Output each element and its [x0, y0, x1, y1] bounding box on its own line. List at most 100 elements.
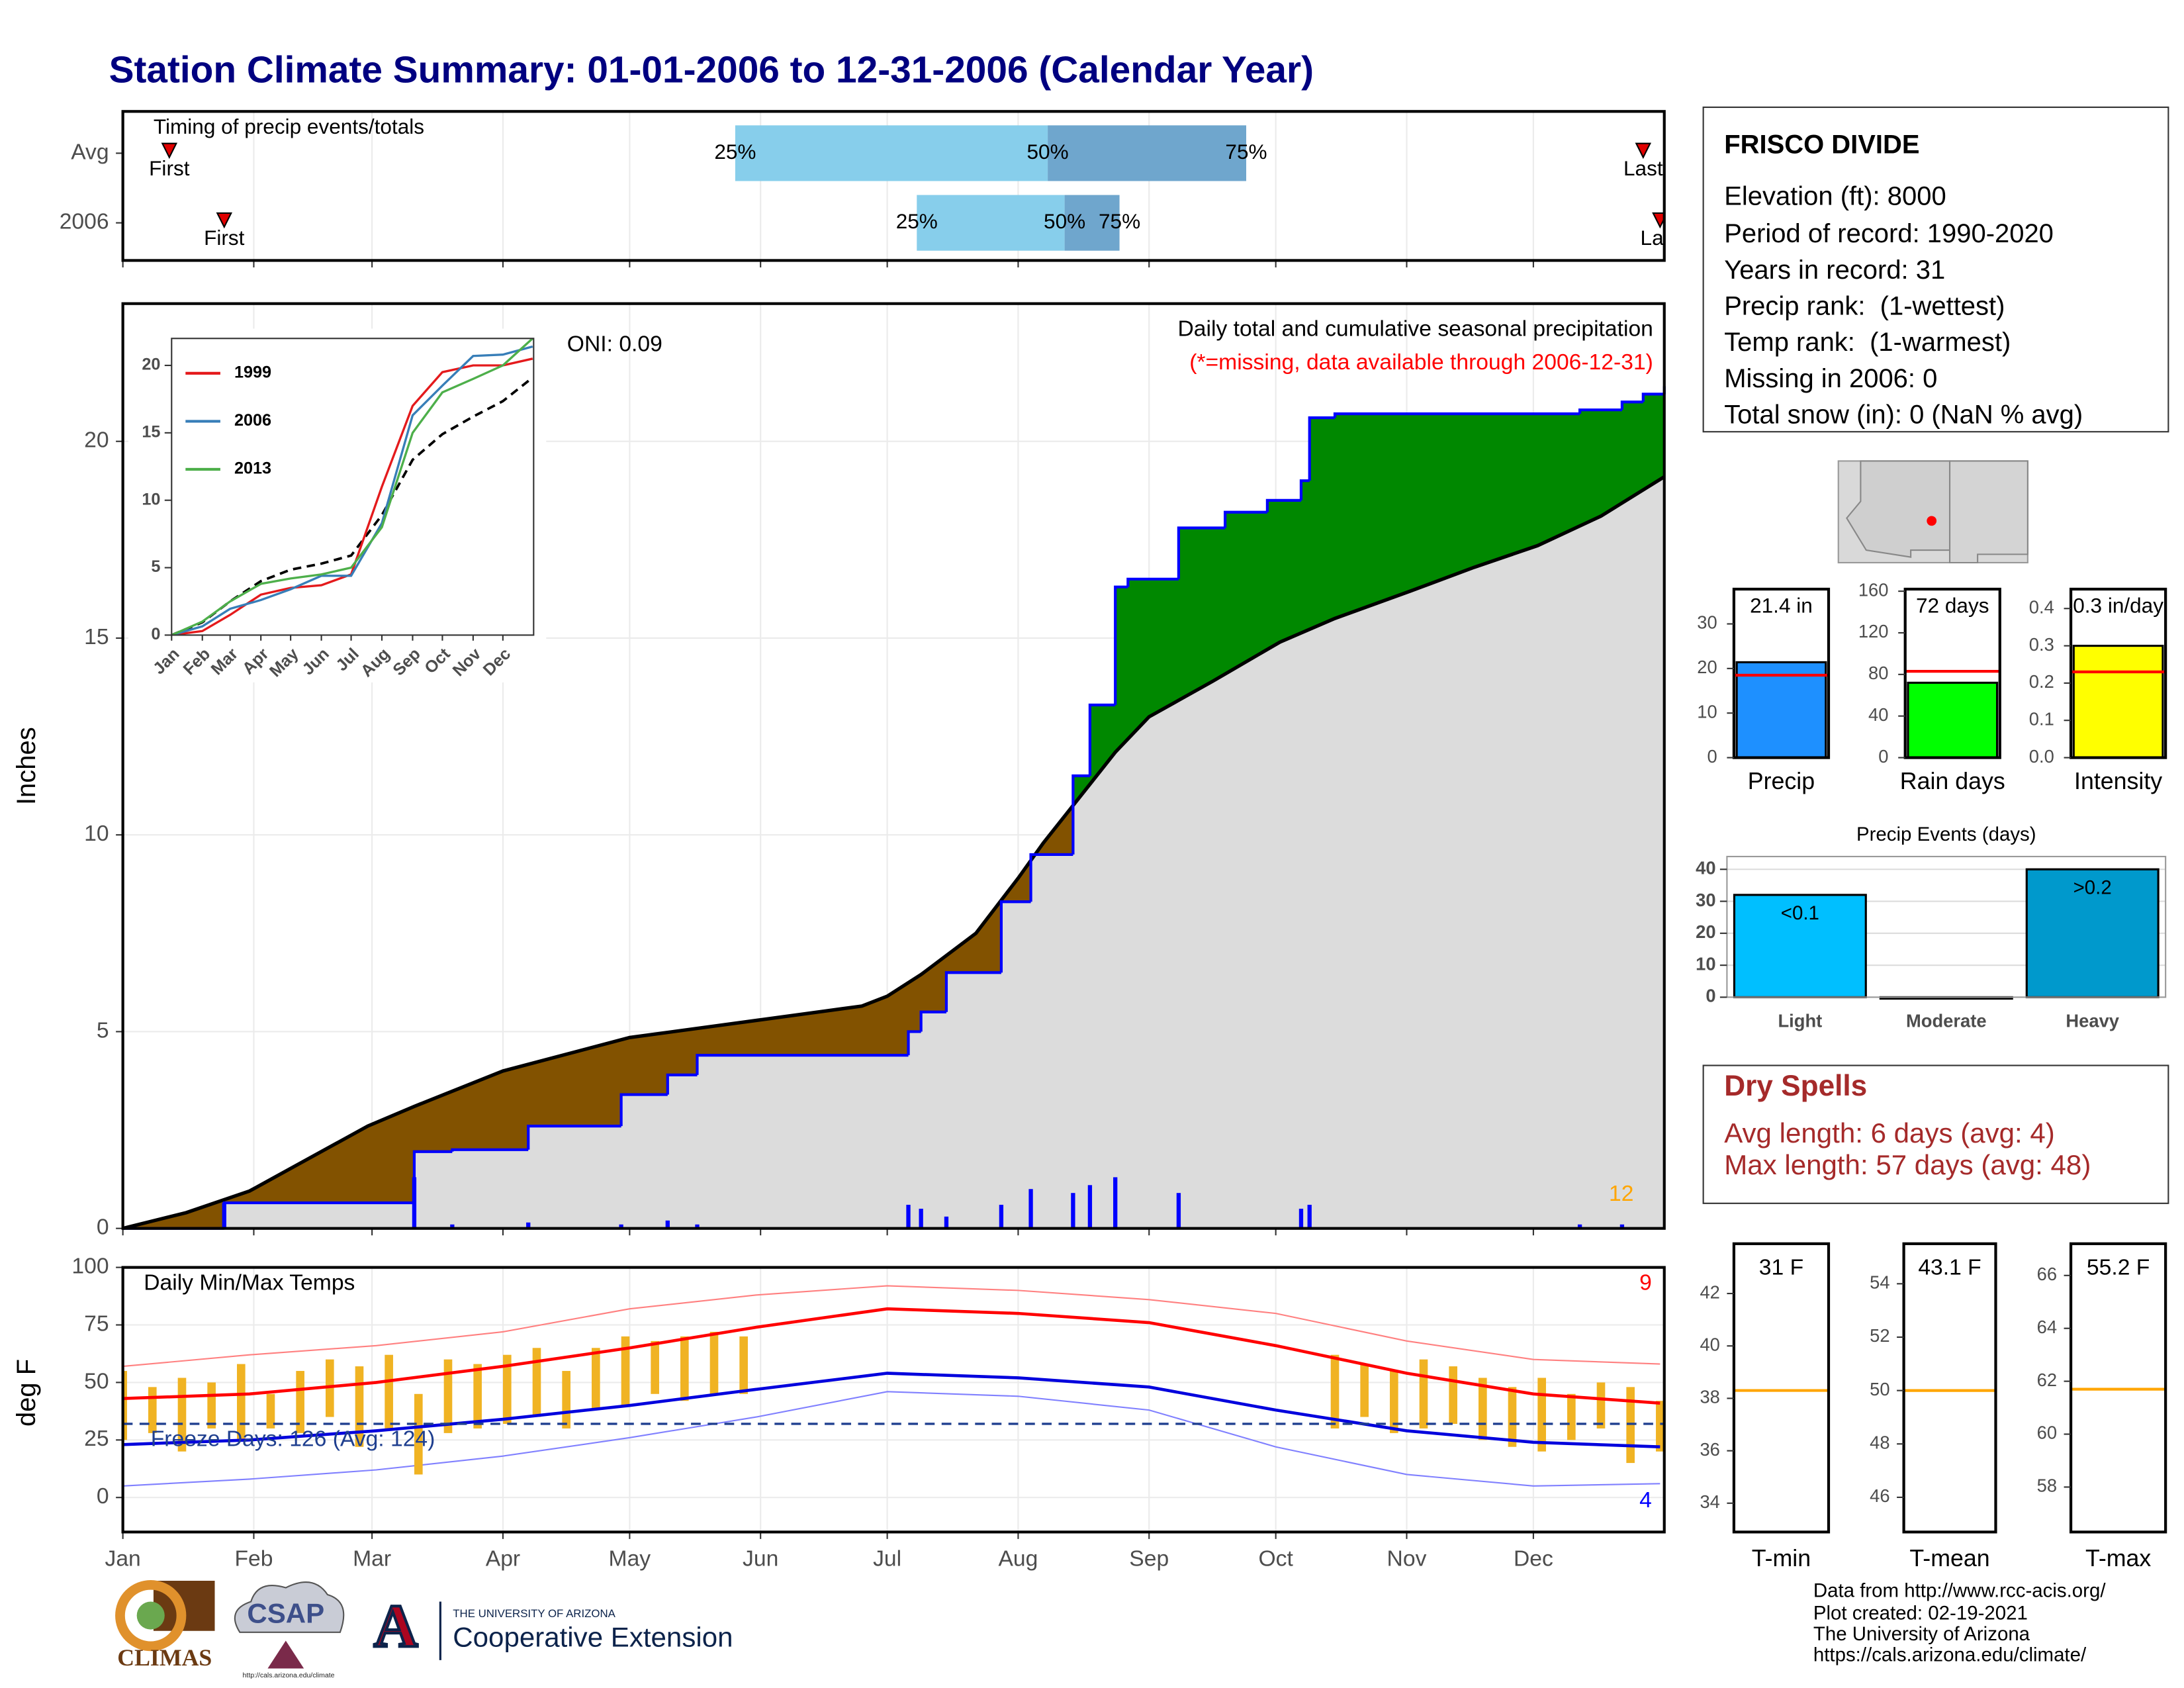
daily-bar: [412, 1177, 417, 1229]
series-line: [171, 345, 533, 635]
dry-spells-line: Avg length: 6 days (avg: 4): [1724, 1117, 2055, 1149]
logo-shape: [115, 1579, 187, 1652]
x-axis-label: T-mean: [1909, 1545, 1989, 1571]
quantile-label: 75%: [1099, 209, 1140, 233]
temp-range-bar: [709, 1331, 719, 1394]
temp-range-bar: [414, 1393, 423, 1475]
plot-bg: [1733, 1243, 1829, 1532]
y-tick-label: 0: [1706, 986, 1715, 1006]
logo-text: http://cals.arizona.edu/climate: [243, 1671, 335, 1679]
daily-bar: [1298, 1208, 1304, 1229]
y-tick-label: 100: [71, 1254, 109, 1278]
x-axis-label: T-max: [2085, 1545, 2151, 1571]
timing-row: 25% 50% 75% First Last: [149, 125, 1663, 181]
temp-range-bar: [1537, 1378, 1546, 1452]
observed-step: [1223, 510, 1267, 528]
temp-marks: [122, 1285, 1664, 1487]
logo-text: CLIMAS: [117, 1644, 212, 1671]
bar-label: <0.1: [1781, 902, 1819, 924]
y-tick-label: 0: [1878, 746, 1888, 767]
station-line: Temp rank: (1-warmest): [1724, 328, 2011, 357]
bar: [1907, 681, 1999, 759]
common-area: [224, 477, 1664, 1229]
event-marker: [216, 212, 233, 229]
plot-frame: [1732, 587, 1831, 759]
y-tick-label: 20: [1697, 657, 1717, 677]
y-tick-label: 10: [1697, 701, 1717, 722]
footer-line: Plot created: 02-19-2021: [1813, 1602, 2028, 1624]
observed-step: [619, 1093, 668, 1127]
x-axis-label: Rain days: [1900, 768, 2005, 794]
map-state: [1846, 460, 1951, 558]
y-tick-label: 30: [1697, 612, 1717, 633]
footer-line: The University of Arizona: [1813, 1623, 2030, 1645]
logo-shape: [267, 1640, 304, 1669]
ua-logo: A THE UNIVERSITY OF ARIZONA Cooperative …: [372, 1591, 733, 1662]
x-tick-label: Nov: [1387, 1546, 1427, 1571]
event-label: Last: [1641, 226, 1680, 250]
y-tick-label: 0: [1707, 746, 1717, 767]
y-tick-label: 80: [1868, 663, 1888, 683]
temp-range-bar: [503, 1354, 512, 1424]
y-tick-label: 48: [1870, 1432, 1889, 1452]
daily-bar: [944, 1216, 949, 1229]
daily-bar: [222, 1203, 226, 1229]
x-tick-label: Jul: [873, 1546, 901, 1571]
page-title: Station Climate Summary: 01-01-2006 to 1…: [109, 49, 1314, 91]
plot-frame: [1726, 855, 2167, 998]
plot-frame: [2069, 1242, 2167, 1534]
x-axis-label: Precip: [1748, 768, 1815, 794]
dry-spells-title: Dry Spells: [1724, 1070, 1867, 1102]
daily-bar: [919, 1208, 923, 1229]
bar: [2025, 868, 2160, 999]
quantile-label: 25%: [714, 140, 756, 164]
x-tick-label: May: [609, 1546, 651, 1571]
temp-range-bar: [207, 1382, 216, 1429]
legend-label: 1999: [234, 363, 271, 382]
y-tick-label: 50: [1870, 1379, 1889, 1399]
temp-range-bar: [562, 1371, 570, 1429]
x-tick-label: Apr: [486, 1546, 520, 1571]
plot-frame: [2069, 587, 2167, 759]
series-line: [171, 338, 533, 635]
value-label: 43.1 F: [1918, 1256, 1981, 1280]
y-tick-label: 120: [1858, 621, 1889, 641]
y-tick-label: 0: [97, 1484, 109, 1509]
map-state: [1948, 460, 2028, 564]
quantile-label: 25%: [896, 209, 938, 233]
observed-step: [1641, 393, 1664, 402]
y-tick-label: 15: [142, 423, 160, 442]
x-tick-label: Jan: [105, 1546, 141, 1571]
observed-step: [666, 1073, 698, 1095]
observed-step: [1299, 479, 1310, 500]
y-axis-label: Inches: [12, 727, 41, 805]
station-line: Total snow (in): 0 (NaN % avg): [1724, 400, 2083, 430]
logo-text: THE UNIVERSITY OF ARIZONA: [453, 1607, 615, 1620]
plot-bg: [122, 1267, 1664, 1532]
temp-range-bar: [1508, 1387, 1517, 1447]
locator-map: [1837, 460, 2028, 564]
normal-line: [122, 1307, 1661, 1405]
climas-logo: CLIMAS: [115, 1579, 215, 1671]
observed-step: [1620, 400, 1643, 410]
value-label: 21.4 in: [1750, 594, 1813, 618]
y-tick-label: 40: [1868, 704, 1888, 725]
temp-range-bar: [1419, 1359, 1428, 1429]
timing-row: 25% 50% 75% First Last: [204, 195, 1680, 251]
footer-line: Data from http://www.rcc-acis.org/: [1813, 1580, 2106, 1602]
temp-range-bar: [237, 1364, 246, 1440]
x-tick-label: Jun: [743, 1546, 778, 1571]
plot-frame: [121, 1266, 1666, 1534]
logo-shape: [234, 1581, 345, 1633]
count-label: 12: [1609, 1182, 1633, 1206]
legend-label: 2006: [234, 411, 271, 430]
x-tick-label: Aug: [998, 1546, 1038, 1571]
temp-range-bar: [296, 1371, 304, 1433]
temp-range-bar: [651, 1340, 659, 1394]
station-line: Elevation (ft): 8000: [1724, 181, 1946, 211]
event-label: First: [149, 156, 190, 180]
daily-extreme-line: [122, 1391, 1661, 1487]
station-line: Years in record: 31: [1724, 256, 1945, 285]
y-tick-label: 36: [1700, 1439, 1719, 1460]
event-marker: [161, 142, 178, 160]
